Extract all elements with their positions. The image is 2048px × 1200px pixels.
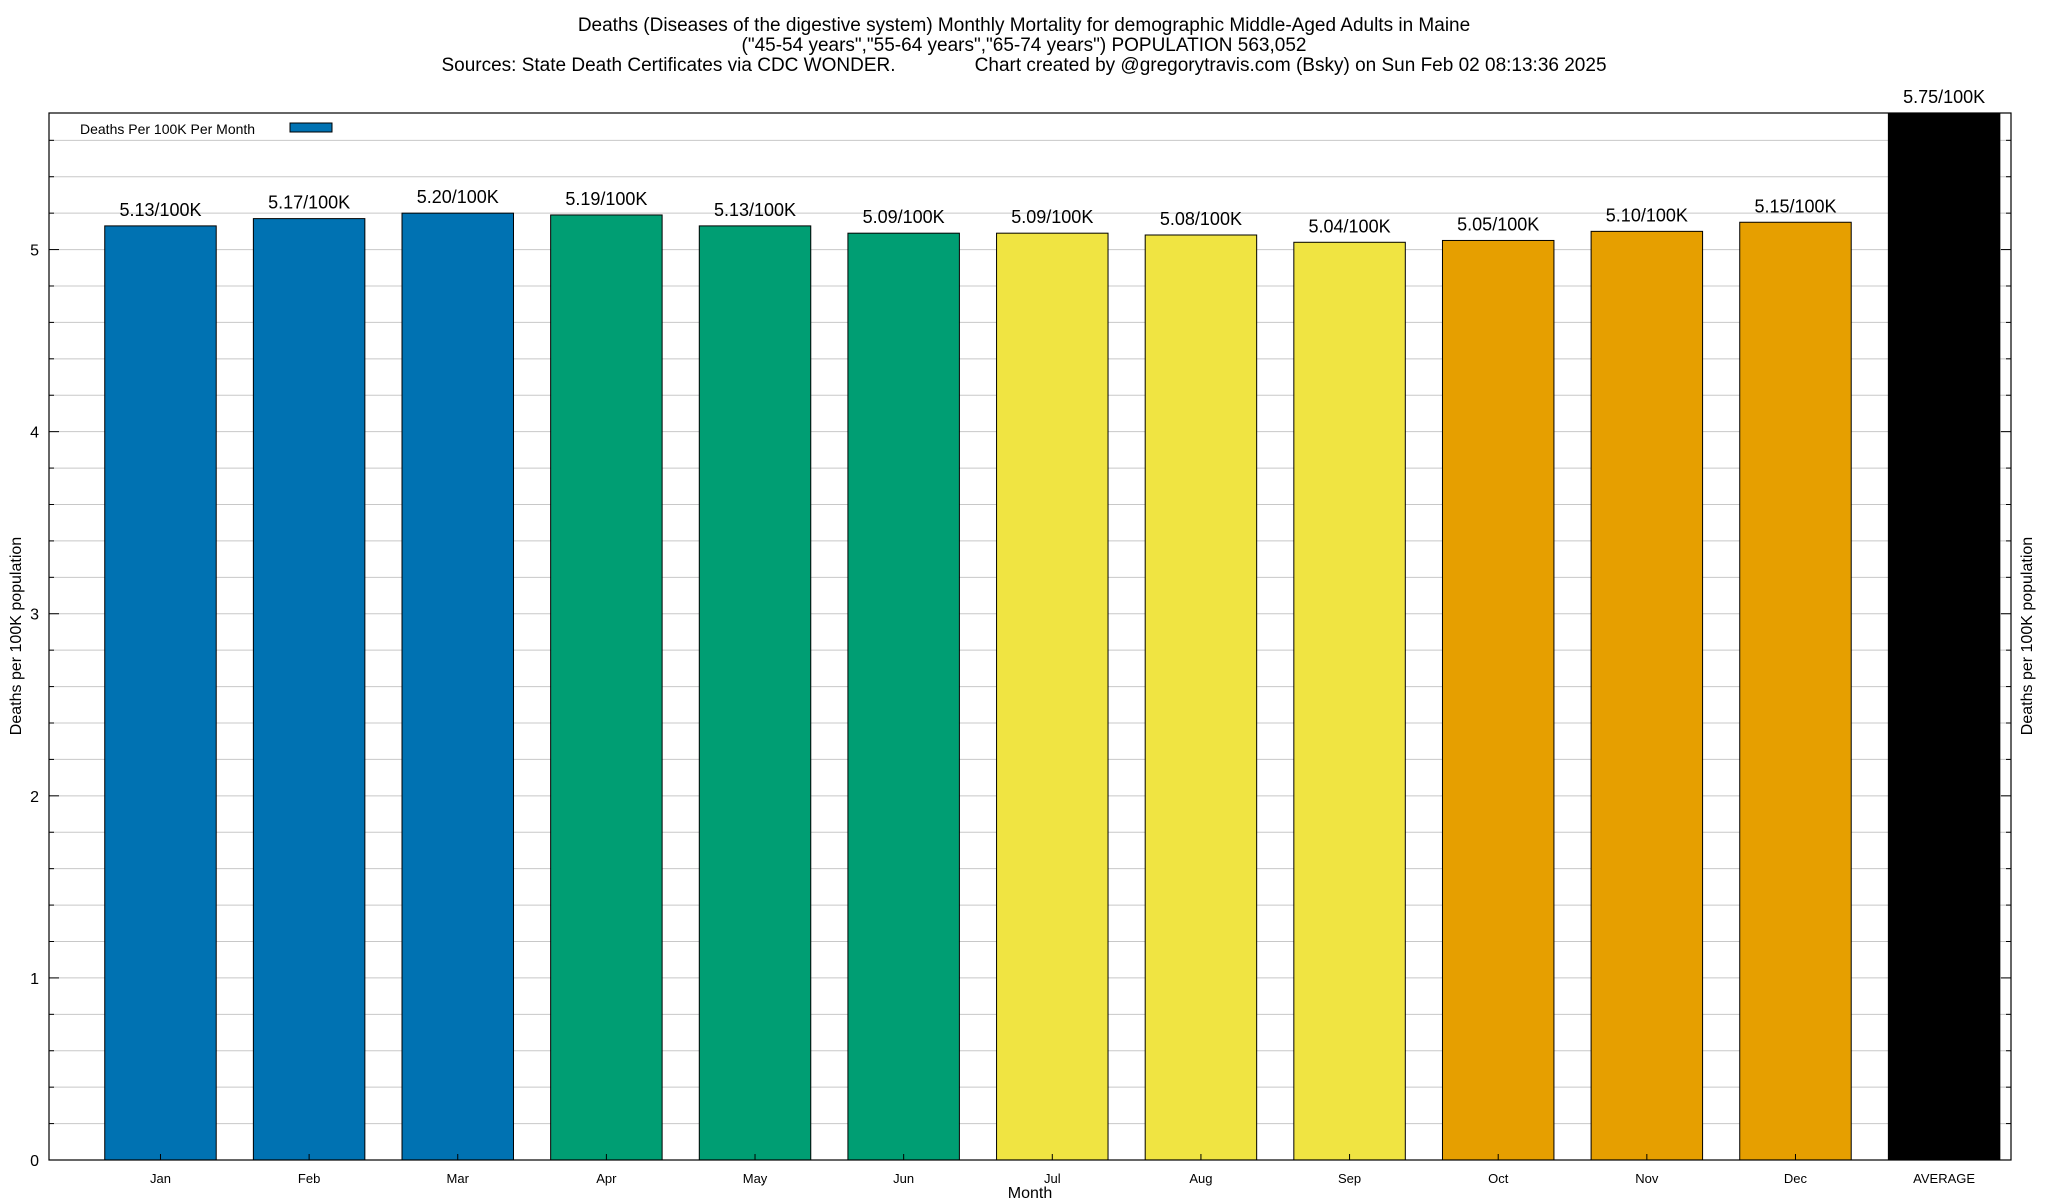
x-tick-label: AVERAGE bbox=[1913, 1171, 1975, 1186]
data-label: 5.17/100K bbox=[268, 193, 350, 213]
y-tick-label: 2 bbox=[30, 789, 39, 806]
y-axis-label-right: Deaths per 100K population bbox=[2019, 537, 2036, 735]
bar-oct bbox=[1441, 239, 1555, 1161]
y-tick-label: 1 bbox=[30, 971, 39, 988]
bar-aug bbox=[1144, 234, 1258, 1161]
x-tick-label: Feb bbox=[298, 1171, 320, 1186]
data-label: 5.13/100K bbox=[119, 200, 201, 220]
x-axis-label: Month bbox=[1008, 1185, 1052, 1200]
data-label: 5.09/100K bbox=[863, 207, 945, 227]
bar-apr bbox=[550, 214, 663, 1161]
x-tick-label: May bbox=[743, 1171, 768, 1186]
title-line-1: Deaths (Diseases of the digestive system… bbox=[578, 15, 1470, 36]
data-label: 5.15/100K bbox=[1754, 196, 1836, 216]
bar-jun bbox=[847, 232, 960, 1161]
y-axis: 0 1 2 3 4 5 bbox=[30, 139, 2011, 1170]
x-axis: Jan Feb Mar Apr May Jun Jul Aug Sep Oct Nov Dec AVER… bbox=[150, 1154, 1975, 1186]
y-axis-label-left: Deaths per 100K population bbox=[8, 537, 25, 735]
bar-jul bbox=[996, 232, 1109, 1161]
y-tick-label: 4 bbox=[30, 425, 39, 442]
bar-nov bbox=[1590, 230, 1704, 1161]
bar-feb bbox=[252, 218, 366, 1161]
bar-dec bbox=[1739, 221, 1852, 1161]
x-tick-label: Sep bbox=[1338, 1171, 1361, 1186]
title-line-2: ("45-54 years","55-64 years","65-74 year… bbox=[742, 35, 1307, 56]
data-label: 5.08/100K bbox=[1160, 209, 1242, 229]
bar-jan bbox=[104, 225, 217, 1161]
data-label: 5.04/100K bbox=[1309, 216, 1391, 236]
data-labels: 5.13/100K 5.17/100K 5.20/100K 5.19/100K 5.13… bbox=[119, 87, 1985, 236]
data-label: 5.10/100K bbox=[1606, 205, 1688, 225]
x-tick-label: Jun bbox=[893, 1171, 914, 1186]
bar-may bbox=[698, 225, 812, 1161]
data-label: 5.75/100K bbox=[1903, 87, 1985, 107]
plot-frame bbox=[48, 112, 2012, 1161]
x-tick-label: Mar bbox=[447, 1171, 470, 1186]
chart-title: Deaths (Diseases of the digestive system… bbox=[441, 15, 1606, 76]
x-tick-label: Aug bbox=[1189, 1171, 1212, 1186]
data-label: 5.09/100K bbox=[1011, 207, 1093, 227]
y-tick-label: 3 bbox=[30, 607, 39, 624]
bar-mar bbox=[401, 212, 514, 1161]
data-label: 5.05/100K bbox=[1457, 214, 1539, 234]
legend: Deaths Per 100K Per Month bbox=[80, 121, 333, 137]
x-tick-label: Apr bbox=[596, 1171, 617, 1186]
bar-average bbox=[1887, 112, 2001, 1161]
x-tick-label: Jul bbox=[1044, 1171, 1061, 1186]
x-tick-label: Oct bbox=[1488, 1171, 1509, 1186]
x-tick-label: Nov bbox=[1635, 1171, 1659, 1186]
y-tick-label: 0 bbox=[30, 1153, 39, 1170]
legend-swatch bbox=[289, 122, 333, 133]
bar-sep bbox=[1293, 241, 1406, 1161]
data-label: 5.19/100K bbox=[565, 189, 647, 209]
bars bbox=[104, 112, 2001, 1161]
x-tick-label: Jan bbox=[150, 1171, 171, 1186]
y-tick-label: 5 bbox=[30, 243, 39, 260]
data-label: 5.13/100K bbox=[714, 200, 796, 220]
legend-label: Deaths Per 100K Per Month bbox=[80, 121, 255, 137]
x-tick-label: Dec bbox=[1784, 1171, 1808, 1186]
title-line-3: Sources: State Death Certificates via CD… bbox=[441, 55, 1606, 76]
data-label: 5.20/100K bbox=[417, 187, 499, 207]
